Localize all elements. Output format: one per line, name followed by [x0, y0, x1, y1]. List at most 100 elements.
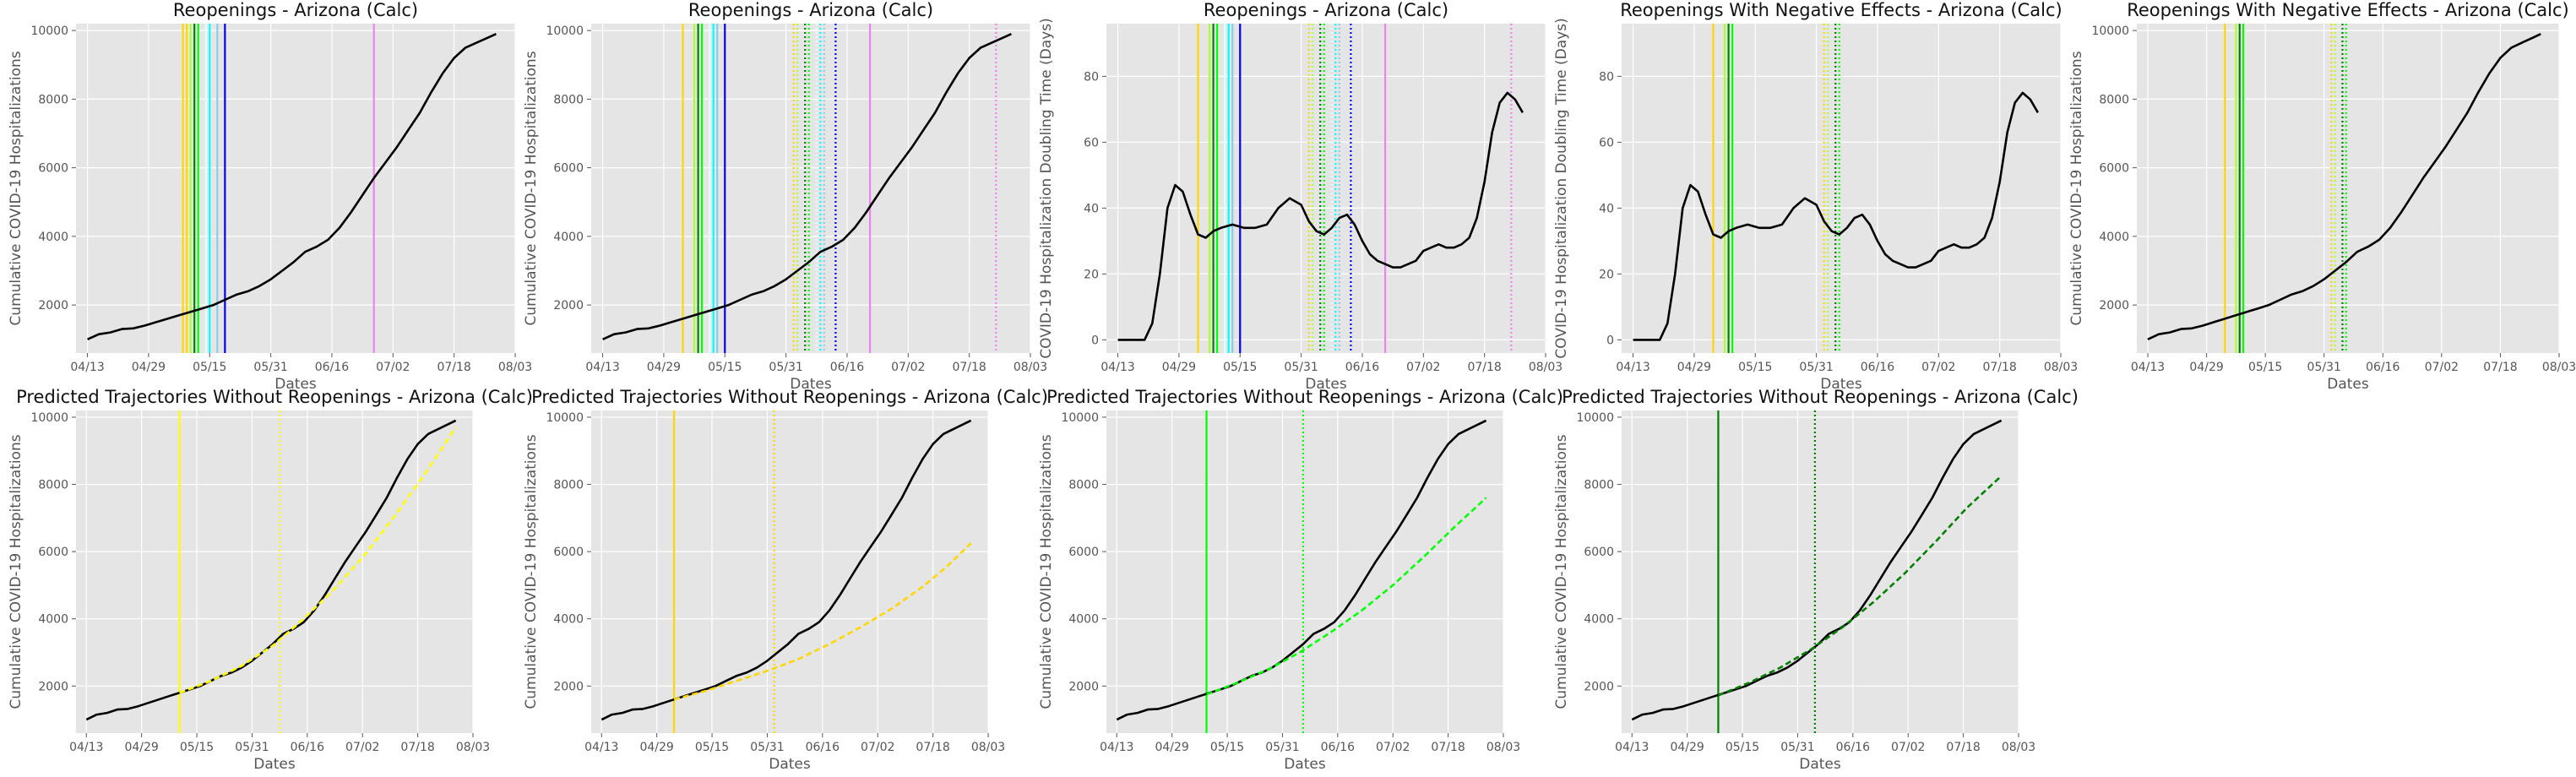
y-axis-label: Cumulative COVID-19 Hospitalizations	[8, 51, 24, 325]
doubling-time-line	[1633, 91, 2040, 341]
y-tick-label: 20	[1084, 268, 1099, 281]
x-tick-label: 07/02	[1921, 361, 1955, 374]
x-tick-label: 06/16	[315, 361, 349, 374]
x-tick-label: 05/15	[193, 361, 226, 374]
x-tick-label: 07/02	[861, 741, 894, 754]
y-axis-label: Cumulative COVID-19 Hospitalizations	[523, 51, 540, 325]
y-tick-label: 10000	[30, 411, 68, 425]
x-tick-label: 06/16	[1345, 361, 1379, 374]
plot-area	[1622, 410, 2019, 733]
plot-area	[591, 24, 1030, 353]
y-tick-label: 8000	[553, 93, 584, 106]
x-axis-label: Dates	[2327, 376, 2369, 393]
x-tick-label: 04/13	[1616, 361, 1649, 374]
chart-panel-5: 2000 4000 6000 8000 10000 04/13 04/29 05/15 05/3…	[2068, 0, 2576, 393]
x-tick-label: 07/02	[376, 361, 410, 374]
y-tick-label: 10000	[1061, 411, 1099, 425]
y-tick-label: 8000	[2099, 93, 2129, 106]
plot-area	[1106, 24, 1546, 353]
chart-title: Predicted Trajectories Without Reopening…	[531, 387, 1048, 407]
x-tick-label: 04/29	[2189, 361, 2223, 374]
chart-title: Reopenings - Arizona (Calc)	[688, 0, 933, 20]
chart-title: Reopenings With Negative Effects - Arizo…	[1620, 0, 2062, 20]
y-tick-label: 6000	[38, 162, 68, 176]
x-tick-label: 05/31	[1780, 741, 1814, 754]
y-tick-label: 4000	[38, 613, 68, 627]
y-tick-label: 2000	[38, 299, 68, 312]
y-tick-label: 0	[1091, 334, 1099, 347]
x-tick-label: 05/31	[2307, 361, 2341, 374]
y-tick-label: 8000	[553, 479, 584, 492]
y-tick-label: 4000	[38, 231, 68, 244]
x-tick-label: 08/03	[1486, 741, 1520, 754]
hospitalizations-line	[602, 33, 1012, 340]
x-tick-label: 04/29	[1670, 741, 1704, 754]
plot-area	[1106, 410, 1503, 733]
y-tick-label: 2000	[553, 680, 584, 693]
x-tick-label: 05/31	[1799, 361, 1833, 374]
x-tick-label: 08/03	[456, 741, 490, 754]
x-tick-label: 08/03	[1529, 361, 1562, 374]
chart-panel-9: 2000 4000 6000 8000 10000 04/13 04/29 05/15 05/3…	[1553, 387, 2079, 773]
y-tick-label: 8000	[38, 479, 68, 492]
x-axis-label: Dates	[1799, 756, 1841, 773]
doubling-time-line	[1117, 91, 1524, 341]
x-tick-label: 04/29	[132, 361, 166, 374]
x-axis-label: Dates	[1820, 376, 1862, 393]
hospitalizations-line	[1116, 419, 1487, 721]
predicted-trajectory-line	[179, 427, 457, 694]
x-tick-label: 04/13	[2131, 361, 2165, 374]
predicted-trajectory-line	[1206, 497, 1487, 696]
y-tick-label: 0	[1606, 334, 1614, 347]
y-tick-label: 80	[1084, 70, 1099, 84]
y-tick-label: 4000	[1068, 613, 1099, 627]
y-tick-label: 10000	[546, 24, 584, 38]
y-tick-label: 60	[1599, 136, 1614, 149]
x-tick-label: 08/03	[2044, 361, 2078, 374]
y-tick-label: 2000	[2099, 299, 2129, 312]
chart-title: Predicted Trajectories Without Reopening…	[1562, 387, 2079, 407]
y-tick-label: 2000	[1584, 680, 1614, 693]
y-tick-label: 60	[1084, 136, 1099, 149]
y-tick-label: 10000	[1576, 411, 1614, 425]
x-tick-label: 04/13	[69, 741, 103, 754]
x-tick-label: 05/15	[1738, 361, 1772, 374]
x-tick-label: 07/02	[1376, 741, 1410, 754]
y-axis-label: Cumulative COVID-19 Hospitalizations	[1553, 434, 1570, 709]
plot-area	[1622, 24, 2061, 353]
x-tick-label: 05/15	[2248, 361, 2282, 374]
x-tick-label: 07/02	[2425, 361, 2459, 374]
x-tick-label: 04/13	[584, 741, 618, 754]
x-tick-label: 04/29	[1162, 361, 1196, 374]
x-tick-label: 04/29	[124, 741, 158, 754]
x-tick-label: 06/16	[1836, 741, 1870, 754]
y-axis-label: Cumulative COVID-19 Hospitalizations	[8, 434, 24, 709]
x-tick-label: 06/16	[2366, 361, 2399, 374]
chart-panel-1: 2000 4000 6000 8000 10000 04/13 04/29 05/15 05/3…	[8, 0, 532, 393]
y-tick-label: 6000	[553, 546, 584, 559]
chart-title: Predicted Trajectories Without Reopening…	[16, 387, 533, 407]
x-tick-label: 05/31	[750, 741, 784, 754]
y-tick-label: 6000	[2099, 162, 2129, 176]
x-tick-label: 04/29	[1677, 361, 1711, 374]
hospitalizations-line	[2147, 33, 2541, 340]
y-tick-label: 8000	[38, 93, 68, 106]
x-axis-label: Dates	[790, 376, 832, 393]
x-tick-label: 07/02	[1406, 361, 1440, 374]
x-tick-label: 04/13	[1101, 361, 1134, 374]
x-tick-label: 08/03	[2542, 361, 2576, 374]
x-tick-label: 08/03	[1014, 361, 1047, 374]
x-tick-label: 07/18	[2483, 361, 2517, 374]
chart-panel-7: 2000 4000 6000 8000 10000 04/13 04/29 05/15 05/3…	[523, 387, 1048, 773]
x-tick-label: 05/31	[253, 361, 287, 374]
x-tick-label: 06/16	[1861, 361, 1894, 374]
x-tick-label: 07/02	[1891, 741, 1925, 754]
y-axis-label: Cumulative COVID-19 Hospitalizations	[523, 434, 540, 709]
plot-area	[2137, 24, 2559, 353]
y-tick-label: 80	[1599, 70, 1614, 84]
x-tick-label: 07/18	[1467, 361, 1501, 374]
x-tick-label: 07/18	[1431, 741, 1465, 754]
x-tick-label: 05/15	[695, 741, 729, 754]
x-tick-label: 05/15	[1210, 741, 1244, 754]
